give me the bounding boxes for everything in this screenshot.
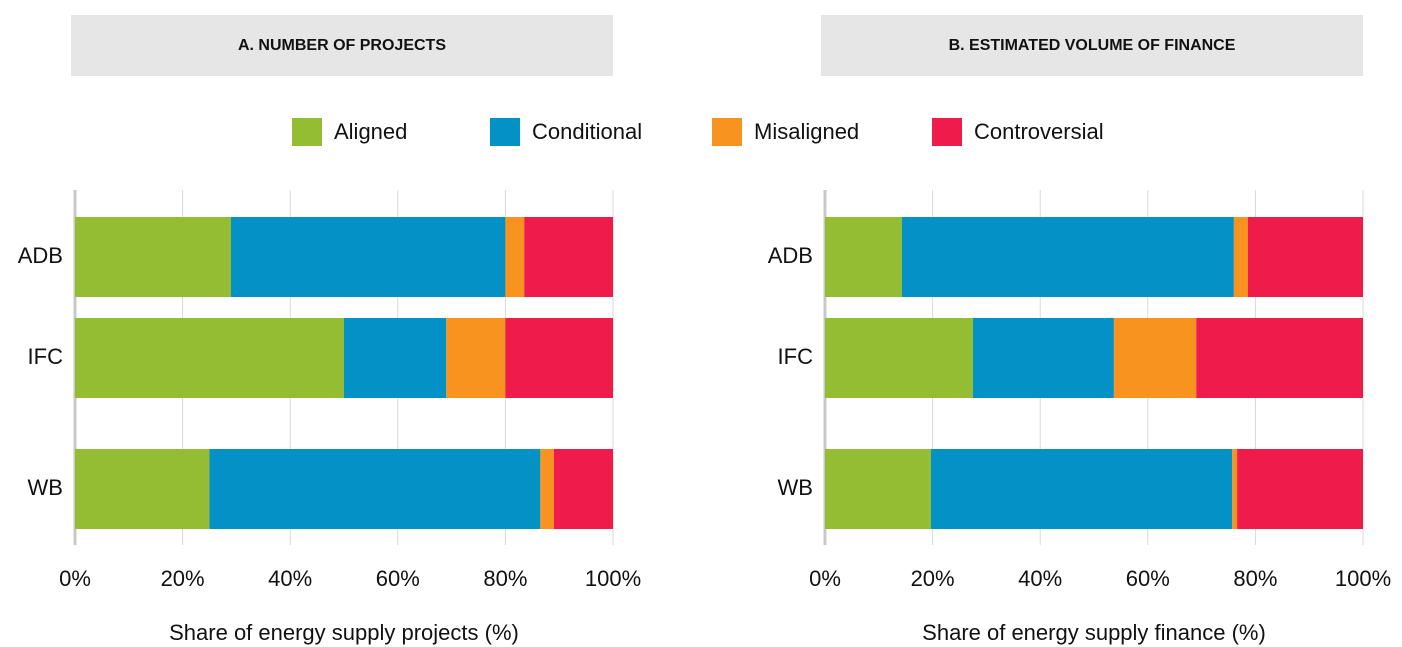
x-tick-label: 100% xyxy=(585,566,641,591)
x-tick-label: 40% xyxy=(268,566,312,591)
panel-title: B. ESTIMATED VOLUME OF FINANCE xyxy=(949,37,1236,54)
x-tick-label: 60% xyxy=(376,566,420,591)
legend-label: Aligned xyxy=(334,119,407,144)
y-tick-label: ADB xyxy=(18,243,63,268)
bar-segment xyxy=(75,318,344,398)
x-tick-label: 60% xyxy=(1126,566,1170,591)
bar-segment xyxy=(505,318,613,398)
bar-segment xyxy=(1232,449,1238,529)
x-tick-label: 0% xyxy=(809,566,841,591)
bar-segment xyxy=(505,217,525,297)
bar-segment xyxy=(344,318,447,398)
bar-segment xyxy=(901,217,1234,297)
legend-swatch xyxy=(932,118,962,146)
y-tick-label: ADB xyxy=(768,243,813,268)
bar-segment xyxy=(75,217,232,297)
panel-title: A. NUMBER OF PROJECTS xyxy=(238,37,446,54)
bar-segment xyxy=(1113,318,1197,398)
x-tick-label: 80% xyxy=(483,566,527,591)
bar-segment xyxy=(524,217,613,297)
bar-segment xyxy=(446,318,506,398)
bar-segment xyxy=(972,318,1114,398)
bar-segment xyxy=(1247,217,1363,297)
panel-header xyxy=(821,15,1363,76)
x-tick-label: 80% xyxy=(1233,566,1277,591)
bar-segment xyxy=(75,449,210,529)
bar-segment xyxy=(825,318,973,398)
bar-segment xyxy=(231,217,506,297)
legend-label: Controversial xyxy=(974,119,1104,144)
legend-swatch xyxy=(292,118,322,146)
y-tick-label: WB xyxy=(778,475,813,500)
bar-segment xyxy=(1237,449,1363,529)
bar-segment xyxy=(930,449,1233,529)
legend-label: Misaligned xyxy=(754,119,859,144)
bar-segment xyxy=(1233,217,1248,297)
y-tick-label: IFC xyxy=(778,344,814,369)
y-tick-label: WB xyxy=(28,475,63,500)
x-tick-label: 40% xyxy=(1018,566,1062,591)
panel-header xyxy=(71,15,613,76)
x-axis-label: Share of energy supply finance (%) xyxy=(922,620,1266,645)
bar-segment xyxy=(209,449,541,529)
bar-segment xyxy=(553,449,613,529)
bar-segment xyxy=(825,449,931,529)
bar-segment xyxy=(540,449,554,529)
legend-swatch xyxy=(712,118,742,146)
legend-label: Conditional xyxy=(532,119,642,144)
x-axis-label: Share of energy supply projects (%) xyxy=(169,620,519,645)
y-tick-label: IFC xyxy=(28,344,64,369)
x-tick-label: 20% xyxy=(161,566,205,591)
x-tick-label: 20% xyxy=(911,566,955,591)
legend-swatch xyxy=(490,118,520,146)
bar-segment xyxy=(1196,318,1363,398)
x-tick-label: 100% xyxy=(1335,566,1391,591)
bar-segment xyxy=(825,217,902,297)
x-tick-label: 0% xyxy=(59,566,91,591)
